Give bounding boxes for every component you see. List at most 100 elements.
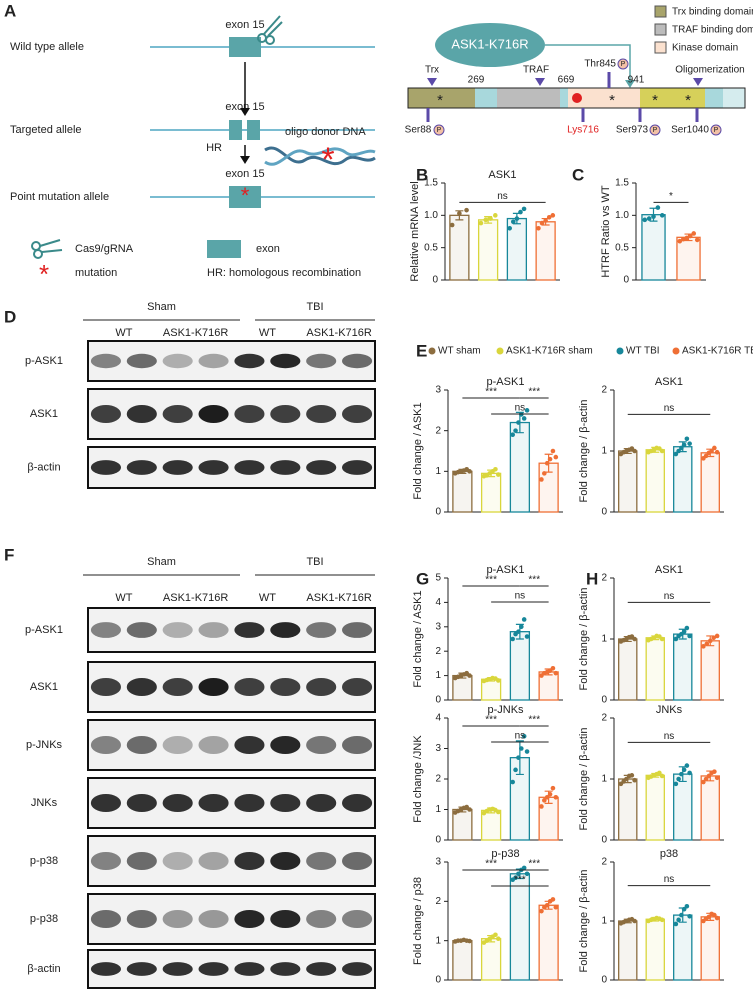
gene-diagram: Wild type allele Targeted allele Point m… (10, 15, 376, 289)
allele-label: Point mutation allele (10, 191, 109, 203)
band (90, 794, 122, 812)
data-point (673, 636, 679, 642)
lane-label: ASK1-K716R (306, 592, 371, 604)
star: * (685, 92, 691, 109)
data-point (681, 906, 687, 912)
bar (509, 873, 531, 981)
y-tick-label: 1 (601, 446, 607, 457)
data-point (657, 770, 662, 776)
y-tick-label: 1 (435, 935, 441, 946)
data-point (467, 469, 472, 474)
band (234, 622, 265, 638)
data-point (714, 775, 720, 781)
band (306, 736, 337, 754)
data-point (478, 220, 484, 226)
data-point (539, 804, 544, 809)
y-tick-label: 2 (435, 646, 441, 657)
band (198, 962, 229, 976)
bar (645, 637, 665, 701)
band (126, 622, 157, 638)
sig-label: ns (664, 731, 675, 742)
panel-label: A (4, 1, 16, 20)
domain (705, 88, 723, 108)
mutation-star: * (321, 141, 334, 179)
band (306, 794, 337, 812)
data-point (624, 776, 629, 782)
key-label: exon (256, 243, 280, 255)
dna-strand (264, 146, 376, 166)
residue-label: 669 (558, 75, 575, 86)
band (162, 353, 193, 369)
motif-label: TRAF (523, 65, 549, 76)
phospho-label: P (437, 127, 442, 134)
data-point (521, 734, 527, 739)
star: * (437, 92, 443, 109)
legend-dot (496, 347, 504, 355)
data-point (677, 238, 683, 244)
data-point (513, 767, 518, 773)
data-point (488, 216, 493, 221)
y-tick-label: 0 (601, 975, 607, 986)
chart-title: p-ASK1 (487, 376, 525, 388)
band (126, 910, 157, 928)
data-point (550, 785, 556, 791)
band (198, 678, 229, 696)
data-point (707, 638, 713, 644)
legend-label: ASK1-K716R TBI (682, 346, 753, 357)
data-point (457, 211, 462, 216)
data-point (518, 209, 523, 215)
data-point (679, 912, 684, 918)
data-point (676, 917, 681, 923)
data-point (516, 755, 521, 760)
data-point (516, 629, 521, 634)
data-point (632, 918, 637, 924)
data-point (651, 214, 656, 219)
panel-label: E (416, 341, 427, 360)
y-tick-label: 2 (435, 774, 441, 785)
band (126, 852, 157, 870)
data-point (676, 448, 681, 454)
protein-name: ASK1-K716R (451, 36, 528, 51)
pointer-head (625, 80, 635, 88)
data-point (467, 673, 472, 678)
dna-strand (264, 147, 376, 166)
band (162, 962, 193, 976)
data-point (629, 773, 635, 778)
domain (408, 88, 475, 108)
data-point (553, 454, 559, 460)
band (234, 405, 265, 423)
y-tick-label: 2 (435, 896, 441, 907)
bar (641, 214, 666, 281)
row-label: JNKs (31, 797, 58, 809)
legend-label: WT TBI (626, 346, 660, 357)
arrow-head (240, 108, 250, 116)
band (234, 962, 265, 976)
data-point (464, 207, 469, 213)
band (234, 353, 265, 369)
bar (673, 633, 693, 701)
sig-label: *** (485, 387, 497, 398)
y-tick-label: 4 (435, 713, 441, 724)
band (198, 353, 229, 369)
band (126, 460, 157, 475)
mutation-star: * (39, 259, 49, 289)
panel-label: D (4, 307, 16, 326)
y-tick-label: 0 (601, 695, 607, 706)
data-point (542, 471, 547, 476)
group-label: Sham (147, 556, 176, 568)
band (341, 962, 373, 976)
panel-label: B (416, 165, 428, 184)
band (234, 852, 265, 870)
sig-label: ns (664, 874, 675, 885)
y-tick-label: 1.0 (615, 210, 629, 221)
y-tick-label: 1.0 (424, 210, 438, 221)
data-point (714, 915, 720, 921)
data-point (510, 636, 515, 642)
bar (645, 918, 665, 981)
data-point (553, 795, 559, 800)
legend-swatch (654, 5, 667, 18)
bar (645, 449, 665, 513)
y-tick-label: 0 (601, 835, 607, 846)
band (90, 962, 122, 976)
y-tick-label: 1.5 (615, 178, 629, 189)
